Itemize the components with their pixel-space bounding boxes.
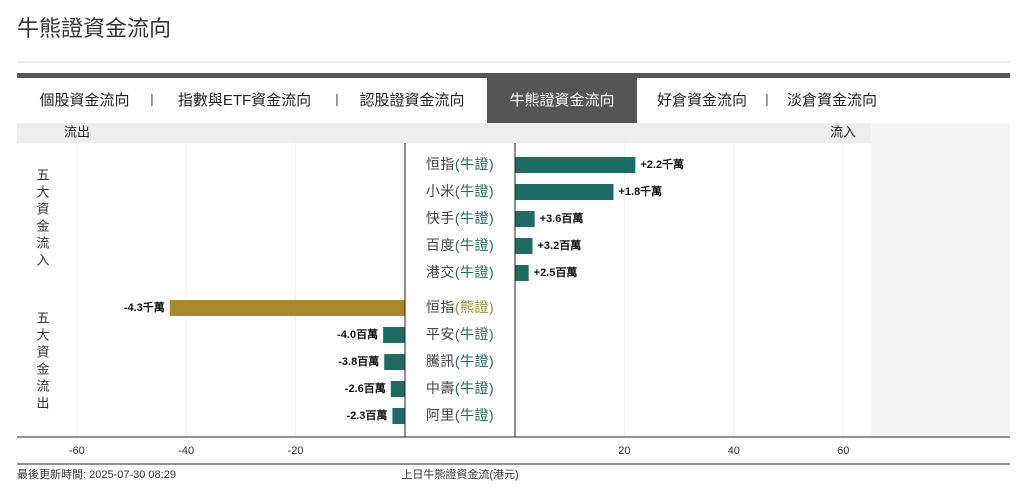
group-label: 五大資金流出 [35,311,50,413]
value-label: -2.3百萬 [346,408,387,422]
value-label: -4.0百萬 [337,327,378,341]
tab-separator: | [335,91,338,106]
header-row [17,123,871,143]
category-label: 平安(牛證) [426,326,494,342]
bar [515,265,529,281]
value-label: -3.8百萬 [338,354,379,368]
page-title: 牛熊證資金流向 [17,16,171,41]
tab[interactable]: 淡倉資金流向 [787,92,877,109]
tabs: 個股資金流向 | 指數與ETF資金流向 | 認股證資金流向 牛熊證資金流向 好倉資金流向 | 淡… [39,78,877,123]
tab-active-bg [487,78,637,123]
bar [515,211,535,227]
category-label: 騰訊(牛證) [426,353,494,369]
tab-separator: | [765,91,768,106]
bar [515,157,636,173]
category-label: 小米(牛證) [426,183,494,199]
category-label: 恒指(熊證) [426,299,494,315]
x-tick-label: 20 [618,445,630,457]
category-label: 恒指(牛證) [426,156,494,172]
tab[interactable]: 指數與ETF資金流向 [178,92,311,109]
value-label: +1.8千萬 [618,184,662,198]
x-tick-label: 40 [728,445,740,457]
tab-separator: | [150,91,153,106]
value-label: -4.3千萬 [124,300,165,314]
bar [392,408,405,424]
tab-bar-top [17,73,1010,78]
value-label: -2.6百萬 [345,381,386,395]
category-label: 阿里(牛證) [426,407,494,423]
updated-time: 最後更新時間: 2025-07-30 08:29 [17,467,176,481]
x-tick-label: -40 [178,445,194,457]
tab[interactable]: 好倉資金流向 [657,92,747,109]
category-label: 快手(牛證) [426,210,494,226]
group-label: 五大資金流入 [35,168,50,270]
value-label: +2.2千萬 [640,157,684,171]
tab[interactable]: 認股證資金流向 [359,92,464,109]
bar [515,184,614,200]
value-label: +3.6百萬 [540,211,584,225]
tab[interactable]: 個股資金流向 [39,92,129,109]
chart-caption: 上日牛熊證資金流(港元) [401,467,518,481]
side-panel [871,123,1010,437]
category-label: 港交(牛證) [426,264,494,280]
value-label: +3.2百萬 [538,238,582,252]
bar [390,381,405,397]
bar [383,327,405,343]
right-header: 流入 [830,124,856,139]
x-tick-label: -60 [69,445,85,457]
category-label: 中壽(牛證) [426,380,494,396]
category-label: 百度(牛證) [426,237,494,253]
x-tick-label: -20 [288,445,304,457]
value-label: +2.5百萬 [534,265,578,279]
bar [515,238,533,254]
x-tick-label: 60 [837,445,849,457]
left-header: 流出 [64,124,90,139]
bar [169,300,405,316]
bar [384,354,405,370]
tab[interactable]: 牛熊證資金流向 [509,92,614,109]
